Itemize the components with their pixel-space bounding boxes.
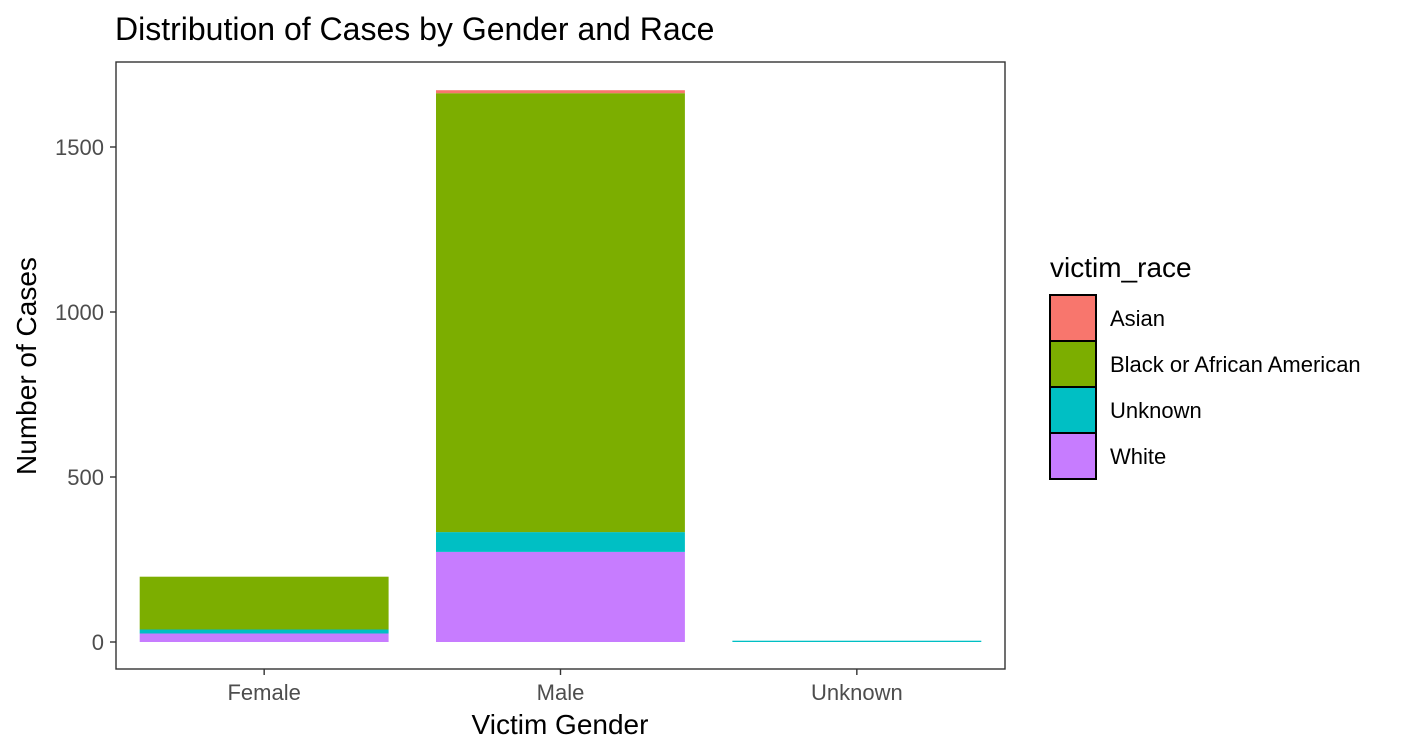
x-tick-label: Female bbox=[227, 680, 300, 705]
bars bbox=[139, 90, 982, 642]
y-tick-label: 1500 bbox=[55, 135, 104, 160]
x-axis-title: Victim Gender bbox=[472, 709, 649, 740]
bar-unknown-unknown bbox=[732, 640, 982, 642]
legend-label: White bbox=[1110, 444, 1166, 469]
legend-label: Unknown bbox=[1110, 398, 1202, 423]
y-axis: 0 500 1000 1500 bbox=[55, 135, 116, 655]
bar-male-white bbox=[436, 551, 685, 642]
legend-key-asian bbox=[1049, 294, 1097, 342]
x-tick-label: Male bbox=[537, 680, 585, 705]
legend-key-white bbox=[1049, 432, 1097, 480]
bar-male-asian bbox=[436, 90, 685, 94]
y-tick-label: 500 bbox=[67, 465, 104, 490]
legend-label: Black or African American bbox=[1110, 352, 1361, 377]
x-axis: Female Male Unknown bbox=[227, 669, 903, 705]
bar-male-unknown bbox=[436, 532, 685, 552]
legend-key-black-or-african-american bbox=[1049, 340, 1097, 388]
bar-female-black-or-african-american bbox=[139, 576, 389, 630]
chart-title: Distribution of Cases by Gender and Race bbox=[115, 11, 714, 47]
legend-title: victim_race bbox=[1050, 252, 1192, 283]
x-tick-label: Unknown bbox=[811, 680, 903, 705]
bar-male-black-or-african-american bbox=[436, 93, 685, 533]
bar-female-unknown bbox=[139, 629, 389, 634]
bar-female-white bbox=[139, 633, 389, 642]
legend-key-unknown bbox=[1049, 386, 1097, 434]
legend-label: Asian bbox=[1110, 306, 1165, 331]
y-tick-label: 1000 bbox=[55, 300, 104, 325]
y-axis-title: Number of Cases bbox=[11, 257, 42, 475]
y-tick-label: 0 bbox=[92, 630, 104, 655]
legend: victim_race Asian Black or African Americ… bbox=[1049, 252, 1361, 480]
